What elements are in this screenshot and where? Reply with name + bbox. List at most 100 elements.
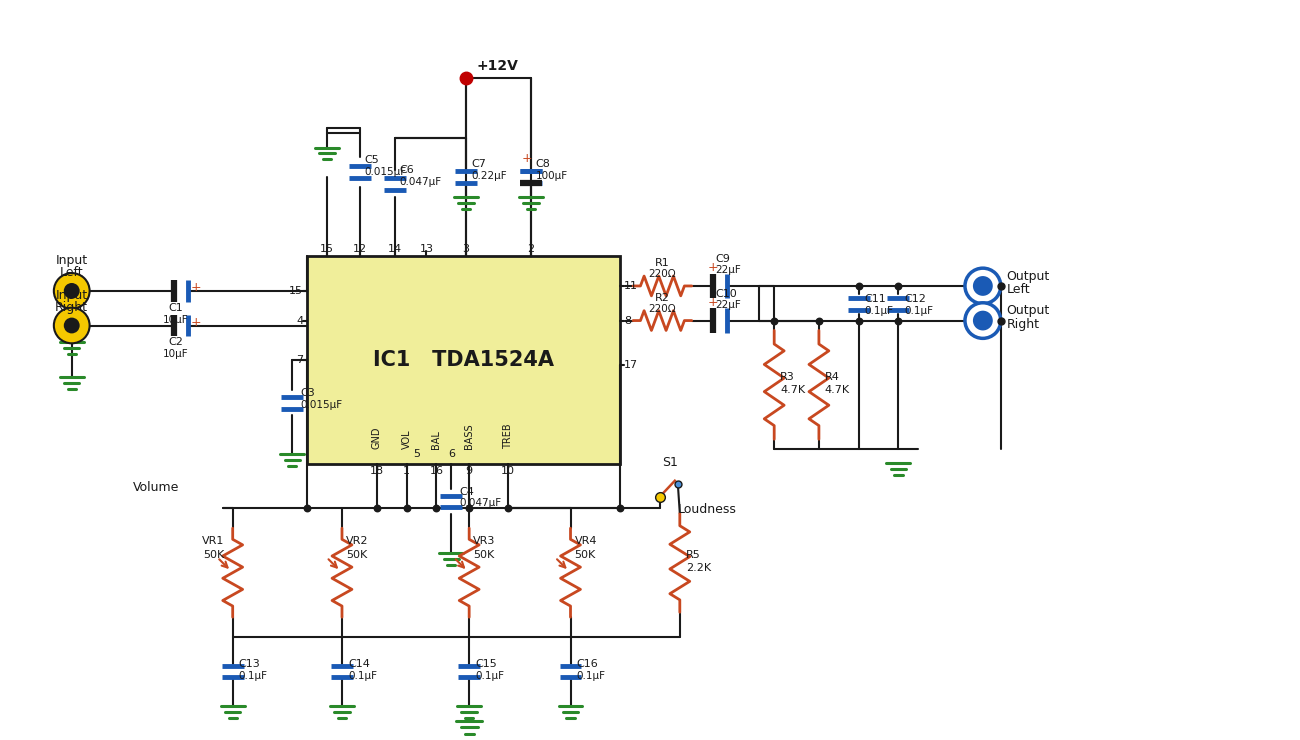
Text: 6: 6	[447, 449, 455, 459]
Text: C3: C3	[300, 388, 315, 397]
Text: 15: 15	[289, 286, 303, 296]
Text: Input: Input	[56, 289, 88, 302]
Text: 7: 7	[296, 355, 303, 365]
Text: BAL: BAL	[432, 430, 442, 449]
Text: 2: 2	[528, 244, 534, 255]
Text: 0.047μF: 0.047μF	[459, 499, 502, 508]
Text: R3: R3	[780, 372, 794, 382]
Text: 0.1μF: 0.1μF	[474, 670, 504, 681]
Text: 8: 8	[624, 315, 632, 326]
Text: R2: R2	[654, 293, 670, 303]
Text: C4: C4	[459, 487, 474, 497]
Text: 220Ω: 220Ω	[649, 269, 676, 279]
Circle shape	[965, 303, 1001, 338]
Text: C15: C15	[474, 659, 497, 669]
Text: C16: C16	[576, 659, 598, 669]
Text: C11: C11	[864, 294, 887, 304]
Text: 50K: 50K	[204, 550, 225, 560]
Text: Volume: Volume	[134, 480, 179, 494]
Text: 9: 9	[465, 466, 473, 476]
Text: 0.1μF: 0.1μF	[348, 670, 377, 681]
Text: VR2: VR2	[346, 536, 368, 546]
Text: VR3: VR3	[473, 536, 495, 546]
Circle shape	[53, 308, 90, 343]
Text: 2.2K: 2.2K	[686, 562, 711, 573]
Text: 13: 13	[420, 244, 433, 255]
Text: 100μF: 100μF	[536, 171, 568, 181]
Circle shape	[64, 317, 79, 334]
Text: 3: 3	[463, 244, 469, 255]
Text: C10: C10	[715, 289, 737, 299]
Text: R4: R4	[826, 372, 840, 382]
Text: 10μF: 10μF	[164, 314, 188, 325]
Text: 17: 17	[624, 360, 638, 370]
Text: +: +	[707, 261, 718, 274]
Text: 15: 15	[320, 244, 334, 255]
Text: Output: Output	[1006, 304, 1050, 317]
Text: R5: R5	[686, 550, 701, 560]
Circle shape	[965, 268, 1001, 303]
Text: Loudness: Loudness	[677, 503, 737, 517]
Text: BASS: BASS	[464, 423, 474, 449]
Text: VR4: VR4	[575, 536, 597, 546]
Text: 50K: 50K	[575, 550, 595, 560]
Text: R1: R1	[654, 258, 670, 268]
Text: 220Ω: 220Ω	[649, 303, 676, 314]
Text: Output: Output	[1006, 269, 1050, 283]
Text: 0.1μF: 0.1μF	[576, 670, 606, 681]
Text: 5: 5	[413, 449, 420, 459]
Text: C6: C6	[399, 165, 415, 175]
Text: 4.7K: 4.7K	[826, 385, 850, 394]
Text: 10μF: 10μF	[164, 349, 188, 359]
Text: 4.7K: 4.7K	[780, 385, 805, 394]
Text: Right: Right	[55, 300, 88, 314]
Text: 12: 12	[352, 244, 367, 255]
Text: 18: 18	[369, 466, 384, 476]
Text: 4: 4	[296, 315, 303, 326]
Text: 0.1μF: 0.1μF	[905, 306, 933, 316]
Text: 10: 10	[500, 466, 515, 476]
Text: C1: C1	[169, 303, 183, 313]
Text: Input: Input	[56, 254, 88, 267]
Text: 14: 14	[387, 244, 402, 255]
Text: 16: 16	[429, 466, 443, 476]
Text: 22μF: 22μF	[715, 300, 741, 309]
Text: VR1: VR1	[203, 536, 225, 546]
Circle shape	[972, 276, 993, 296]
Text: 0.1μF: 0.1μF	[864, 306, 893, 316]
Text: C13: C13	[239, 659, 260, 669]
Text: 11: 11	[624, 281, 638, 291]
Bar	[307, 256, 620, 464]
Text: 22μF: 22μF	[715, 265, 741, 275]
Text: S1: S1	[662, 456, 677, 469]
Text: Right: Right	[1006, 318, 1040, 331]
Text: 0.015μF: 0.015μF	[300, 400, 342, 410]
Text: 0.047μF: 0.047μF	[399, 177, 442, 187]
Text: 0.22μF: 0.22μF	[471, 171, 507, 181]
Text: +: +	[707, 296, 718, 309]
Text: Left: Left	[1006, 283, 1031, 297]
Text: C12: C12	[905, 294, 926, 304]
Text: C5: C5	[365, 155, 380, 165]
Text: 50K: 50K	[473, 550, 494, 560]
Text: VOL: VOL	[402, 429, 412, 449]
Text: Left: Left	[60, 266, 83, 279]
Text: C9: C9	[715, 255, 731, 264]
Text: C2: C2	[169, 337, 183, 347]
Circle shape	[53, 273, 90, 309]
Text: C7: C7	[471, 159, 486, 169]
Text: 1: 1	[403, 466, 410, 476]
Text: 0.015μF: 0.015μF	[365, 167, 407, 178]
Text: +: +	[191, 281, 202, 295]
Text: +: +	[521, 152, 532, 165]
Text: GND: GND	[372, 426, 382, 449]
Text: +12V: +12V	[476, 59, 517, 73]
Circle shape	[972, 311, 993, 331]
Text: 0.1μF: 0.1μF	[239, 670, 268, 681]
Circle shape	[64, 283, 79, 299]
Text: IC1   TDA1524A: IC1 TDA1524A	[373, 350, 554, 370]
Text: C14: C14	[348, 659, 369, 669]
Text: TREB: TREB	[503, 423, 514, 449]
Text: 50K: 50K	[346, 550, 367, 560]
Text: +: +	[191, 316, 202, 329]
